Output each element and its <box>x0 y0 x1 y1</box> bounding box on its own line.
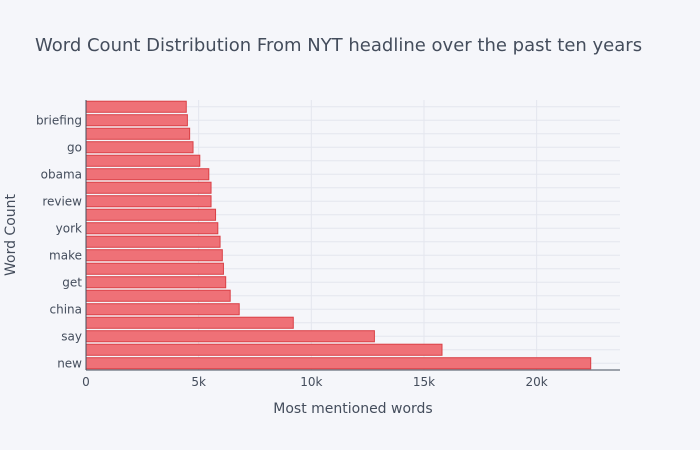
bar[interactable] <box>85 262 224 275</box>
x-tick-labels: 0 5k 10k 15k 20k <box>82 375 548 389</box>
y-tick-label: new <box>57 356 82 370</box>
y-tick-label: obama <box>41 167 82 181</box>
bar[interactable] <box>85 249 223 262</box>
y-tick-label: york <box>56 221 82 235</box>
y-tick-label: review <box>42 194 82 208</box>
plot-area <box>86 100 620 370</box>
bar[interactable] <box>85 357 592 370</box>
y-tick-label: briefing <box>36 113 82 127</box>
bar[interactable] <box>85 168 210 181</box>
bar[interactable] <box>85 316 294 329</box>
bar[interactable] <box>85 181 212 194</box>
y-tick-label: say <box>61 329 82 343</box>
x-tick-label: 10k <box>300 375 322 389</box>
bar[interactable] <box>85 303 240 316</box>
chart-title: Word Count Distribution From NYT headlin… <box>35 35 642 56</box>
bar[interactable] <box>85 343 443 356</box>
bar[interactable] <box>85 222 219 235</box>
bar[interactable] <box>85 141 194 154</box>
x-tick-label: 0 <box>82 375 90 389</box>
bar[interactable] <box>85 208 217 221</box>
bar[interactable] <box>85 100 187 113</box>
bar[interactable] <box>85 289 231 302</box>
bar[interactable] <box>85 235 221 248</box>
y-axis-title: Word Count <box>3 193 19 276</box>
y-tick-label: get <box>62 275 82 289</box>
x-tick-label: 20k <box>526 375 548 389</box>
bar[interactable] <box>85 127 191 140</box>
y-tick-label: go <box>67 140 82 154</box>
x-tick-label: 15k <box>413 375 435 389</box>
bar[interactable] <box>85 154 201 167</box>
x-axis-title: Most mentioned words <box>273 401 432 417</box>
bar[interactable] <box>85 330 375 343</box>
y-tick-label: make <box>49 248 82 262</box>
bar[interactable] <box>85 195 212 208</box>
x-tick-label: 5k <box>191 375 206 389</box>
y-tick-label: china <box>50 302 83 316</box>
bars <box>85 100 592 370</box>
y-tick-labels: new say china get make york review obama go brief… <box>36 113 82 370</box>
bar[interactable] <box>85 276 227 289</box>
bar[interactable] <box>85 114 188 127</box>
